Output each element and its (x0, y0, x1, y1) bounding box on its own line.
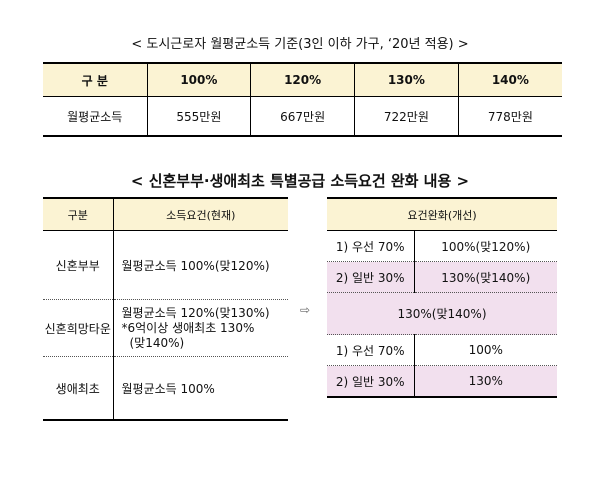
income-standard-title: < 도시근로자 월평균소득 기준(3인 이하 가구, ‘20년 적용) > (131, 37, 469, 52)
income-cell: 778만원 (457, 96, 562, 136)
requirement-line: (맞140%) (129, 335, 185, 350)
header-cell-130: 130% (354, 63, 459, 97)
header-cell-category: 구 분 (43, 63, 147, 97)
table-row: 1) 우선 70% 100% (327, 334, 557, 366)
header-cell-140: 140% (457, 63, 562, 97)
table-row: 2) 일반 30% 130% (327, 365, 557, 397)
quota-label: 1) 우선 70% (327, 334, 414, 366)
header-cell-100: 100% (146, 63, 251, 97)
table-row: 1) 우선 70% 100%(맞120%) (327, 230, 557, 262)
quota-value: 130% (413, 365, 557, 397)
merged-value: 130%(맞140%) (327, 292, 557, 335)
income-standard-table: 구 분 100% 120% 130% 140% 월평균소득 555만원 667만… (43, 62, 562, 137)
quota-value: 100% (413, 334, 557, 366)
relaxed-requirements-table: 요건완화(개선) 1) 우선 70% 100%(맞120%) 2) 일반 30%… (327, 197, 557, 398)
current-requirements-table: 구분 소득요건(현재) 신혼부부 월평균소득 100%(맞120%) 신혼희망타… (43, 197, 288, 421)
header-cell-current-requirement: 소득요건(현재) (112, 198, 288, 231)
table-row: 130%(맞140%) (327, 292, 557, 335)
quota-value: 100%(맞120%) (413, 230, 557, 262)
requirement-line: 월평균소득 120%(맞130%) (121, 305, 270, 320)
quota-label: 1) 우선 70% (327, 230, 414, 262)
table-row: 신혼부부 월평균소득 100%(맞120%) (43, 230, 288, 300)
header-cell-120: 120% (250, 63, 355, 97)
row-type-first-time-buyer: 생애최초 (55, 381, 100, 396)
table-header-row: 요건완화(개선) (327, 198, 557, 231)
requirement-line: *6억이상 생애최초 130% (121, 320, 255, 335)
row-type-newlywed: 신혼부부 (43, 230, 113, 300)
table-row: 신혼희망타운 월평균소득 120%(맞130%) *6억이상 생애최초 130%… (43, 299, 288, 357)
requirement-cell: 월평균소득 120%(맞130%) *6억이상 생애최초 130% (맞140%… (112, 299, 288, 357)
quota-value: 130%(맞140%) (413, 261, 557, 293)
table-header-row: 구분 소득요건(현재) (43, 198, 288, 231)
table-header-row: 구 분 100% 120% 130% 140% (43, 63, 562, 97)
table-row: 월평균소득 555만원 667만원 722만원 778만원 (43, 96, 562, 136)
requirement-cell: 월평균소득 100%(맞120%) (112, 230, 288, 300)
quota-label: 2) 일반 30% (327, 365, 414, 397)
row-type-newlywed-hope-town: 신혼희망타운 (43, 299, 113, 357)
income-cell: 555만원 (146, 96, 251, 136)
requirement-cell: 월평균소득 100% (112, 356, 288, 420)
income-cell: 667만원 (250, 96, 355, 136)
arrow-right-icon: ⇨ (300, 303, 311, 317)
header-cell-relaxed: 요건완화(개선) (327, 198, 557, 231)
income-cell: 722만원 (354, 96, 459, 136)
table-row: 생애최초 월평균소득 100% (43, 356, 288, 420)
relaxation-section-title: < 신혼부부·생애최초 특별공급 소득요건 완화 내용 > (130, 172, 470, 190)
table-row: 2) 일반 30% 130%(맞140%) (327, 261, 557, 293)
quota-label: 2) 일반 30% (327, 261, 414, 293)
row-label-monthly-income: 월평균소득 (67, 109, 123, 124)
header-cell-type: 구분 (43, 198, 113, 231)
